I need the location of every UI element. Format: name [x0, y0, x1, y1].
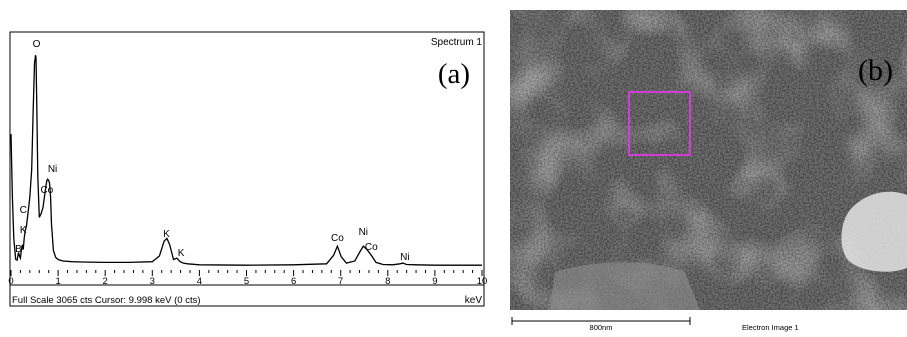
x-tick-label: 1	[55, 276, 60, 287]
peak-label: Ni	[400, 252, 409, 263]
spectrum-footer: Full Scale 3065 cts Cursor: 9.998 keV (0…	[12, 295, 201, 306]
x-tick-label: 5	[244, 276, 249, 287]
x-tick-label: 6	[291, 276, 296, 287]
x-tick-label: 7	[338, 276, 343, 287]
spectrum-line	[10, 55, 482, 266]
x-tick-label: 2	[103, 276, 108, 287]
panel-b-label: (b)	[858, 54, 893, 87]
peak-label: Co	[40, 185, 53, 196]
peak-label: O	[33, 39, 41, 50]
x-axis-ticks	[10, 270, 483, 276]
x-tick-label: 9	[432, 276, 437, 287]
peak-label: Co	[331, 233, 344, 244]
x-tick-label: 0	[8, 276, 13, 287]
peak-label: C	[20, 205, 27, 216]
x-tick-label: 8	[385, 276, 390, 287]
panel-a-label: (a)	[438, 58, 470, 90]
bright-particle-cluster	[841, 191, 907, 272]
sem-caption-strip	[510, 310, 907, 332]
x-tick-label: 10	[477, 276, 488, 287]
spectrum-title: Spectrum 1	[431, 37, 483, 48]
x-axis-unit: keV	[465, 295, 483, 306]
x-axis-tick-labels: 0 1 2 3 4 5 6 7 8 9 10	[8, 276, 487, 287]
peak-label: Ni	[359, 227, 368, 238]
peak-label: Co	[365, 242, 378, 253]
spectrum-roi-box	[628, 91, 691, 156]
plot-frame	[9, 31, 485, 307]
peak-label: B	[15, 244, 22, 255]
sem-image-panel: 800nm Electron Image 1	[510, 10, 907, 332]
x-tick-label: 3	[150, 276, 155, 287]
image-caption: Electron Image 1	[742, 323, 799, 332]
scale-bar-label: 800nm	[590, 323, 613, 332]
sem-particle-texture	[510, 10, 907, 310]
x-tick-label: 4	[197, 276, 202, 287]
peak-label: K	[163, 229, 170, 240]
peak-label: Ni	[48, 164, 57, 175]
flat-flake	[550, 262, 700, 310]
sem-image: 800nm Electron Image 1	[510, 10, 907, 332]
peak-label: K	[178, 248, 185, 259]
peak-label: K	[20, 225, 27, 236]
